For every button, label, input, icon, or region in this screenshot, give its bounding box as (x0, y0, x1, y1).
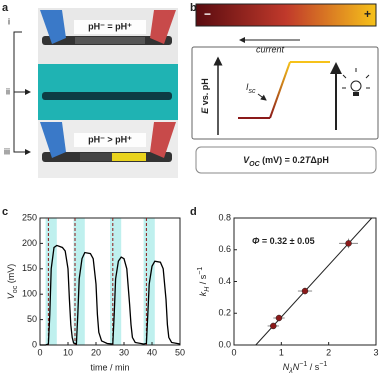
y-axis-title-part: (mV) (6, 264, 16, 286)
diagram (191, 3, 379, 174)
current-symbol: Isc (246, 82, 256, 95)
x-tick-label: 3 (373, 347, 378, 357)
y-tick-label: 100 (22, 289, 37, 299)
y-tick-label: 0.4 (218, 276, 231, 286)
formula: VOC (mV) = 0.2TΔpH (243, 155, 329, 168)
condition: pH⁻ > pH⁺ (88, 134, 132, 144)
photos (13, 8, 178, 178)
x-tick-label: 10 (63, 347, 73, 357)
formula-part: V (243, 155, 250, 165)
y-tick-label: 150 (22, 263, 37, 273)
annotation-part: = 0.32 ± 0.05 (259, 236, 314, 246)
data-point (275, 314, 283, 322)
x-tick-label: 20 (91, 347, 101, 357)
formula-part: ΔpH (310, 155, 328, 165)
formula-part: (mV) = 0.2 (260, 155, 305, 165)
x-tick-label: 2 (326, 347, 331, 357)
panel-label: a (2, 2, 9, 14)
panel-label: d (190, 206, 197, 218)
y-tick-label: 0.0 (218, 339, 231, 349)
x-axis-title-part: N (293, 362, 300, 372)
x-tick-label: 0 (37, 347, 42, 357)
x-axis-title: time / min (90, 362, 129, 372)
data-point (345, 240, 352, 247)
current-symbol-part: sc (249, 88, 257, 95)
y-tick-label: 200 (22, 238, 37, 248)
electrode-sign: − (204, 7, 211, 21)
x-tick-label: 30 (119, 347, 129, 357)
y-tick-label: 0.2 (218, 308, 231, 318)
data-point (270, 322, 277, 330)
panel-label: b (190, 2, 197, 14)
electrode-sign: + (364, 7, 371, 21)
y-tick-label: 0.8 (218, 212, 231, 222)
axis-label-part: vs. pH (200, 78, 210, 108)
x-tick-label: 50 (175, 347, 185, 357)
y-axis-title: Voc (mV) (6, 264, 19, 299)
x-tick-label: 1 (279, 347, 284, 357)
x-axis-title-part: −1 (319, 361, 327, 368)
y-axis-title-part: V (6, 292, 16, 299)
x-axis-title-part: / s (307, 362, 320, 372)
y-axis-title-part: H (204, 286, 211, 292)
formula-part: T (305, 155, 312, 165)
panel-label: c (2, 206, 8, 218)
plot-frame (39, 217, 181, 346)
step: i (8, 16, 10, 26)
axis-label: E vs. pH (200, 78, 210, 114)
data-line (40, 244, 181, 346)
y-tick-label: 0 (32, 339, 37, 349)
x-tick-label: 40 (147, 347, 157, 357)
formula-part: OC (249, 161, 260, 168)
annotation-part: Φ (252, 236, 260, 246)
y-axis-title-part: oc (12, 285, 19, 293)
text-layer: a b c d i ii iii pH⁻ = pH⁺ pH⁻ > pH⁺ − +… (2, 2, 371, 218)
x-tick-label: 0 (231, 347, 236, 357)
axis-label-part: E (200, 107, 210, 114)
current-symbol-part: I (246, 82, 249, 92)
y-axis-title-part: −1 (197, 267, 204, 275)
annotation: Φ = 0.32 ± 0.05 (252, 236, 315, 246)
step: ii (6, 86, 10, 96)
x-axis-title: NλN−1 / s−1 (283, 361, 328, 375)
data-point (301, 287, 309, 295)
y-axis-title: kH / s−1 (197, 267, 211, 297)
x-axis-title-part: −1 (299, 361, 307, 368)
y-axis-title-part: / s (198, 274, 208, 287)
y-axis-title-part: k (198, 291, 208, 296)
y-tick-label: 0.6 (218, 244, 231, 254)
x-axis-title-part: λ (288, 368, 293, 375)
condition: pH⁻ = pH⁺ (88, 21, 132, 31)
y-tick-label: 250 (22, 212, 37, 222)
step: iii (4, 146, 10, 156)
current-label: current (256, 44, 285, 54)
x-axis-title-part: N (283, 362, 290, 372)
y-tick-label: 50 (27, 314, 37, 324)
